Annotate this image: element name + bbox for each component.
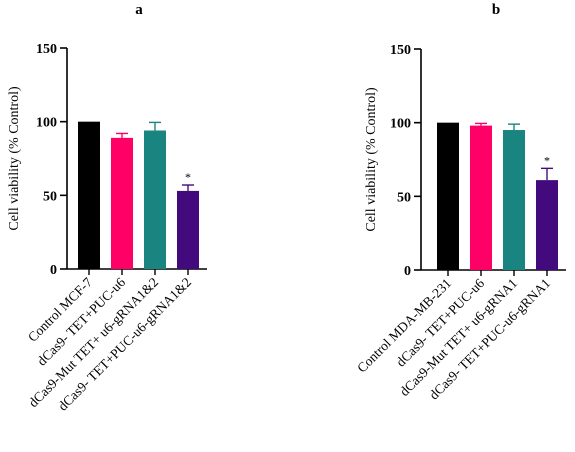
y-tick-label: 50 xyxy=(43,189,57,204)
significance-marker: * xyxy=(544,153,550,167)
bar xyxy=(144,130,166,269)
panel-label: a xyxy=(135,2,143,18)
bar xyxy=(536,180,558,270)
y-tick-label: 150 xyxy=(36,42,57,57)
bar xyxy=(437,122,459,271)
y-axis-title: Cell viability (% Control) xyxy=(364,87,379,232)
panel-label: b xyxy=(492,2,500,18)
bar xyxy=(78,121,100,270)
x-tick-label: dCas9-Mut TET+ u6-gRNA1&2 xyxy=(25,275,161,411)
y-tick-label: 100 xyxy=(390,117,411,132)
y-tick-label: 0 xyxy=(50,263,57,278)
y-tick-label: 50 xyxy=(397,190,411,205)
y-axis-title: Cell viability (% Control) xyxy=(7,86,22,231)
y-tick-label: 0 xyxy=(404,264,411,279)
significance-marker: * xyxy=(185,170,191,184)
bar xyxy=(177,190,199,269)
y-tick-label: 150 xyxy=(390,43,411,58)
y-tick-label: 100 xyxy=(36,116,57,131)
bar xyxy=(470,125,492,270)
bar xyxy=(503,130,525,270)
bar xyxy=(111,137,133,269)
